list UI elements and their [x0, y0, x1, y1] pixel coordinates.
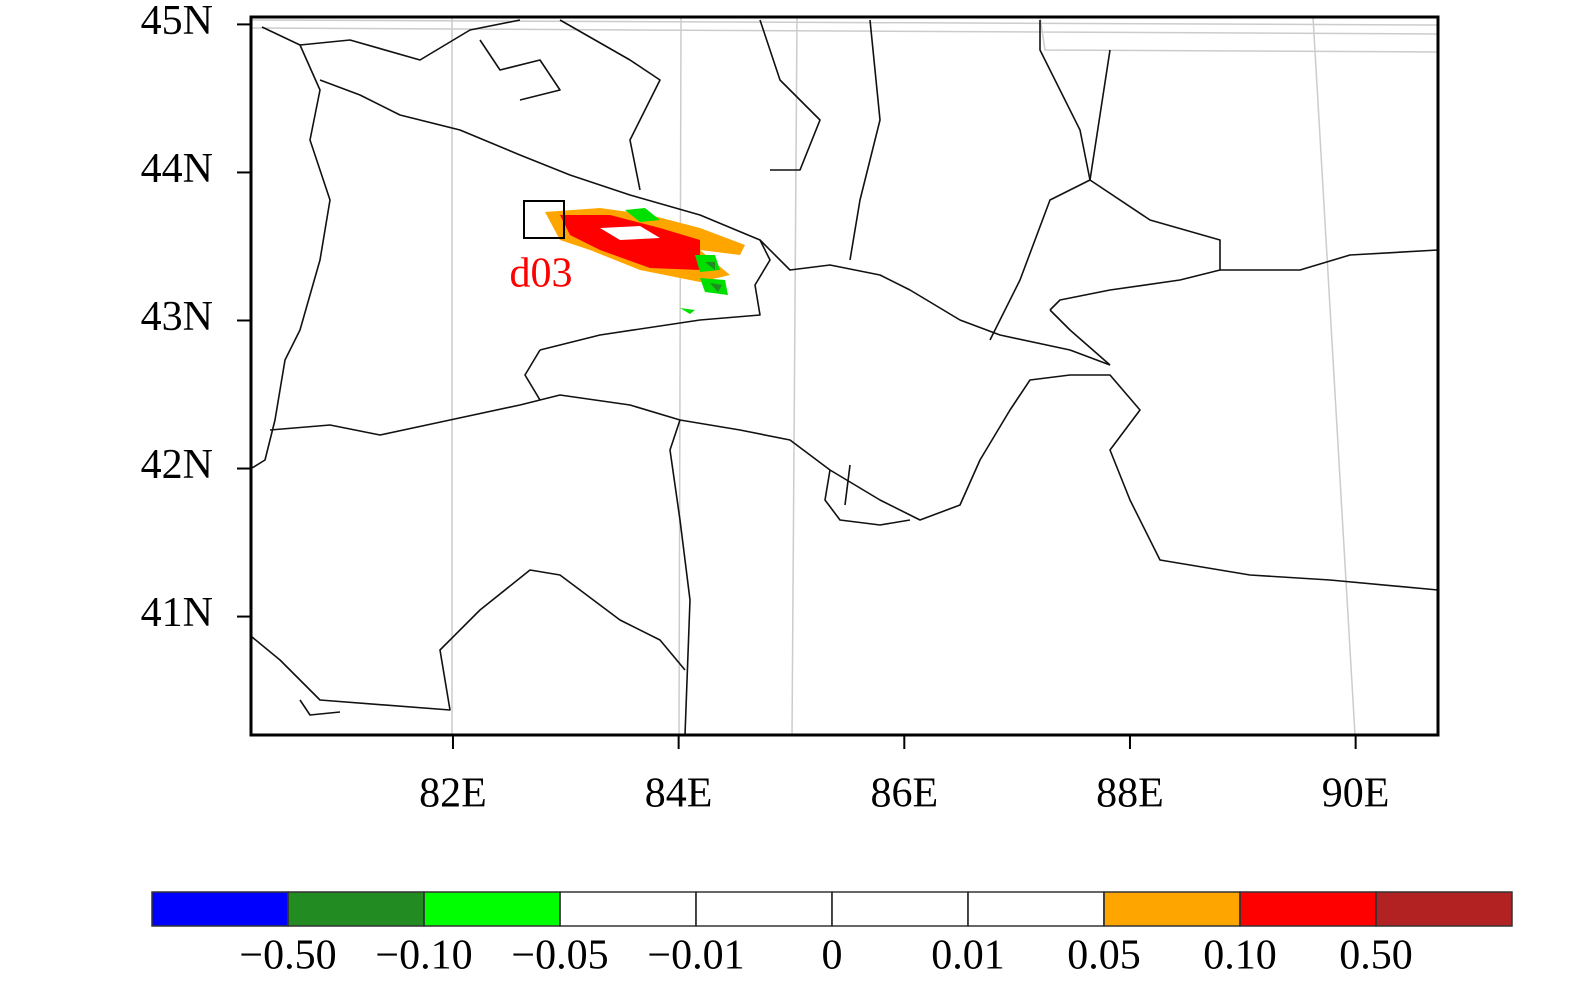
colorbar-box	[695, 891, 833, 927]
y-tick-label: 41N	[141, 590, 213, 636]
x-tick-label: 86E	[870, 771, 938, 817]
map-frame	[249, 15, 1440, 737]
x-tick-label: 84E	[645, 771, 713, 817]
colorbar-label: 0.05	[1067, 933, 1141, 979]
x-tick-label: 90E	[1322, 771, 1390, 817]
x-tick-label: 82E	[419, 771, 487, 817]
colorbar-label: 0.10	[1203, 933, 1277, 979]
colorbar-label: −0.50	[239, 933, 336, 979]
colorbar-label: −0.10	[375, 933, 472, 979]
annotation: d03	[510, 251, 573, 297]
colorbar-box	[559, 891, 697, 927]
colorbar-box	[151, 891, 289, 927]
colorbar-label: 0.50	[1339, 933, 1413, 979]
precipitation-field	[545, 208, 745, 314]
y-tick-label: 45N	[141, 0, 213, 44]
colorbar-label: −0.05	[511, 933, 608, 979]
colorbar-box	[423, 891, 561, 927]
y-tick-label: 43N	[141, 294, 213, 340]
x-tick-label: 88E	[1096, 771, 1164, 817]
colorbar-box	[1239, 891, 1377, 927]
graticule	[250, 16, 1439, 736]
y-tick-label: 44N	[141, 146, 213, 192]
colorbar-box	[1375, 891, 1513, 927]
boundaries	[251, 19, 1439, 736]
y-tick-label: 42N	[141, 442, 213, 488]
colorbar-box	[287, 891, 425, 927]
colorbar-box	[831, 891, 969, 927]
colorbar-box	[1103, 891, 1241, 927]
colorbar-label: −0.01	[647, 933, 744, 979]
colorbar-label: 0.01	[931, 933, 1005, 979]
colorbar-label: 0	[822, 933, 843, 979]
colorbar-box	[967, 891, 1105, 927]
domain-box	[523, 200, 565, 239]
